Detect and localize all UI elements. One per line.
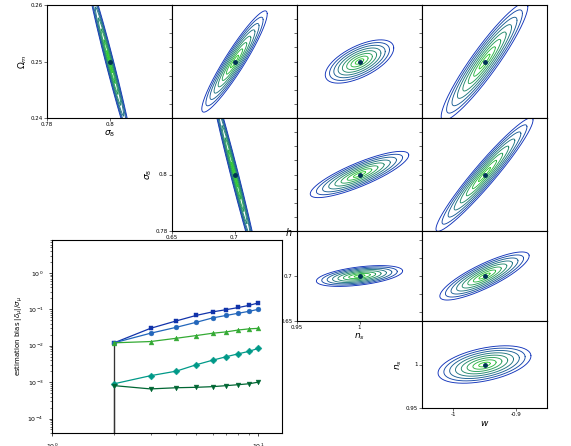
X-axis label: $h$: $h$ — [231, 242, 238, 252]
Y-axis label: $\Omega_m$: $\Omega_m$ — [17, 54, 29, 69]
Y-axis label: $n_s$: $n_s$ — [393, 359, 404, 370]
X-axis label: $\sigma_8$: $\sigma_8$ — [104, 128, 115, 139]
Y-axis label: $\sigma_8$: $\sigma_8$ — [144, 169, 154, 180]
Text: $h$: $h$ — [285, 226, 292, 238]
X-axis label: $w$: $w$ — [480, 418, 489, 428]
X-axis label: $n_s$: $n_s$ — [354, 331, 365, 342]
Y-axis label: estimation bias $|\delta_\mu|/\sigma_\mu$: estimation bias $|\delta_\mu|/\sigma_\mu… — [13, 297, 25, 376]
Y-axis label: $h$: $h$ — [268, 273, 279, 280]
